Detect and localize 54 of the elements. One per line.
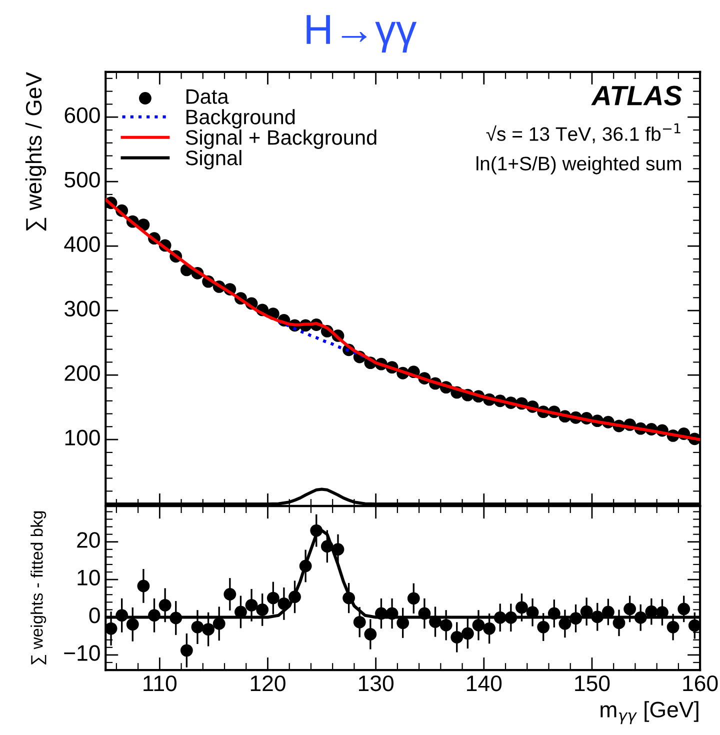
y-tick-label: 600 [64,107,100,124]
point [624,602,636,616]
point [106,622,118,635]
point [450,631,464,644]
legend-label: Data [186,89,229,104]
point [483,622,496,635]
point [364,628,377,640]
y-tick-label: 500 [64,172,100,188]
y-tick-label: 20 [77,532,100,548]
x-tick-label: 120 [250,675,286,692]
legend-label: Signal + Background [186,130,376,149]
point [191,620,204,634]
y-tick-label: −10 [64,645,100,661]
chart-title: H→γγ [306,15,417,52]
point [558,617,572,630]
point [516,601,528,614]
point [137,580,150,592]
y-axis-title: ∑ weights - fitted bkg [30,511,46,665]
point [678,602,690,616]
point [472,618,485,632]
y-tick-label: 300 [64,300,100,317]
x-tick-label: 140 [467,675,502,692]
point [440,618,452,632]
point [353,616,366,628]
point [126,618,139,631]
y-tick-label: 100 [65,430,100,446]
legend-label: Background [186,109,295,129]
annotation: ln(1+S/B) weighted sum [476,156,681,174]
point [180,644,193,657]
x-tick-label: 150 [575,675,610,692]
y-tick-label: 400 [64,236,100,252]
legend-label: Signal [186,150,242,170]
point [461,627,474,640]
point [158,598,172,612]
y-tick-label: 10 [78,570,100,586]
annotation: ATLAS [591,86,682,106]
x-tick-label: 160 [683,675,718,692]
point [256,604,269,616]
x-axis-title: m$_{γγ}$ [GeV] [600,701,698,724]
point [266,592,280,604]
y-tick-label: 0 [89,607,100,624]
point [537,620,550,634]
y-tick-label: 200 [64,365,100,382]
y-axis-title: ∑ weights / GeV [25,72,46,231]
point [212,617,226,630]
point [202,623,215,636]
point [407,592,420,605]
point [245,598,258,612]
x-tick-label: 110 [144,675,177,692]
x-tick-label: 130 [358,675,394,692]
point [666,620,680,634]
point [224,588,236,600]
annotation: √s = 13 TeV, 36.1 fb$^{−1}$ [486,123,680,144]
point [688,619,700,632]
